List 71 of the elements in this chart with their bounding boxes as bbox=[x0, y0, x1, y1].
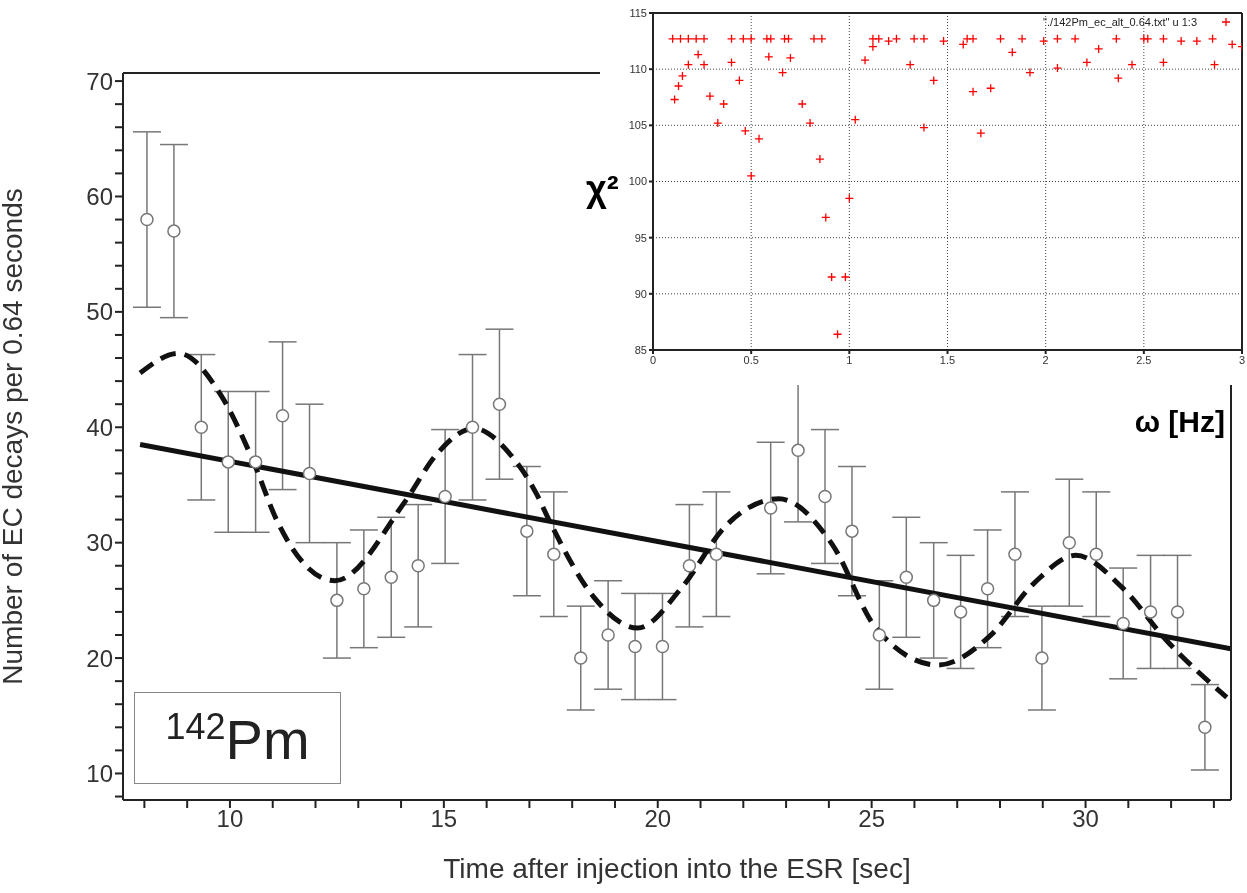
point bbox=[492, 397, 507, 411]
point bbox=[818, 489, 832, 504]
legend-label: "./142Pm_ec_alt_0.64.txt" u 1:3 bbox=[1043, 16, 1197, 28]
y-axis-title: Number of EC decays per 0.64 seconds bbox=[0, 188, 28, 685]
annotation: $^{142}$Pm bbox=[165, 705, 310, 771]
y-tick-label: 40 bbox=[86, 413, 113, 441]
x-tick-label: 2.5 bbox=[1136, 353, 1152, 366]
point bbox=[1143, 605, 1158, 619]
x-tick-label: 15 bbox=[430, 805, 458, 833]
point bbox=[980, 582, 995, 596]
point bbox=[302, 466, 317, 481]
point bbox=[1062, 535, 1077, 550]
point bbox=[465, 420, 480, 435]
point bbox=[520, 524, 534, 538]
point bbox=[438, 489, 452, 504]
point bbox=[330, 593, 344, 608]
point bbox=[1089, 547, 1103, 561]
point bbox=[845, 524, 859, 538]
x-tick-label: 30 bbox=[1072, 805, 1099, 833]
point bbox=[411, 558, 425, 573]
point bbox=[655, 639, 670, 654]
point bbox=[275, 408, 290, 423]
y-tick-label: 30 bbox=[86, 529, 113, 557]
x-tick-label: 1 bbox=[846, 353, 853, 366]
point bbox=[872, 628, 887, 642]
y-tick-label: 100 bbox=[628, 175, 647, 188]
point bbox=[1035, 651, 1049, 665]
point bbox=[601, 628, 615, 642]
y-tick-label: 70 bbox=[86, 67, 113, 95]
point bbox=[628, 639, 642, 654]
point bbox=[547, 547, 561, 561]
point bbox=[899, 570, 914, 585]
y-tick-label: 95 bbox=[634, 231, 647, 244]
x-tick-label: 0 bbox=[649, 353, 657, 366]
y-tick-label: 110 bbox=[629, 63, 647, 76]
point bbox=[1008, 547, 1022, 561]
point bbox=[709, 547, 724, 561]
y-tick-label: 105 bbox=[628, 119, 647, 132]
x-tick-label: 2 bbox=[1042, 353, 1049, 366]
x-tick-label: 1.5 bbox=[939, 353, 956, 366]
point bbox=[221, 455, 235, 469]
x-tick-label: 3 bbox=[1238, 353, 1246, 366]
y-tick-label: 60 bbox=[86, 182, 113, 210]
point bbox=[574, 651, 588, 665]
x-axis-title: ω [Hz] bbox=[1134, 405, 1225, 439]
y-tick-label: 90 bbox=[634, 287, 647, 300]
point bbox=[926, 593, 941, 608]
x-tick-label: 0.5 bbox=[743, 353, 759, 366]
y-tick-label: 20 bbox=[86, 644, 113, 672]
y-axis-title: χ² bbox=[586, 168, 619, 210]
point bbox=[248, 455, 263, 469]
x-tick-label: 25 bbox=[858, 805, 885, 833]
point bbox=[384, 570, 398, 585]
point bbox=[357, 582, 371, 596]
point bbox=[1116, 616, 1130, 631]
text-box: $^{142}$Pm bbox=[134, 692, 341, 784]
y-tick-label: 10 bbox=[86, 759, 113, 787]
x-axis-title: Time after injection into the ESR [sec] bbox=[443, 853, 911, 884]
x-tick-label: 10 bbox=[216, 805, 244, 833]
point bbox=[763, 501, 778, 515]
point bbox=[953, 605, 968, 619]
point bbox=[791, 443, 805, 458]
point bbox=[1198, 720, 1212, 735]
point bbox=[682, 558, 697, 573]
point bbox=[167, 224, 181, 238]
point bbox=[1170, 605, 1185, 619]
point bbox=[140, 212, 154, 227]
y-tick-label: 85 bbox=[634, 343, 647, 356]
y-tick-label: 50 bbox=[86, 298, 113, 326]
point bbox=[194, 420, 209, 435]
y-tick-label: 115 bbox=[629, 6, 647, 19]
